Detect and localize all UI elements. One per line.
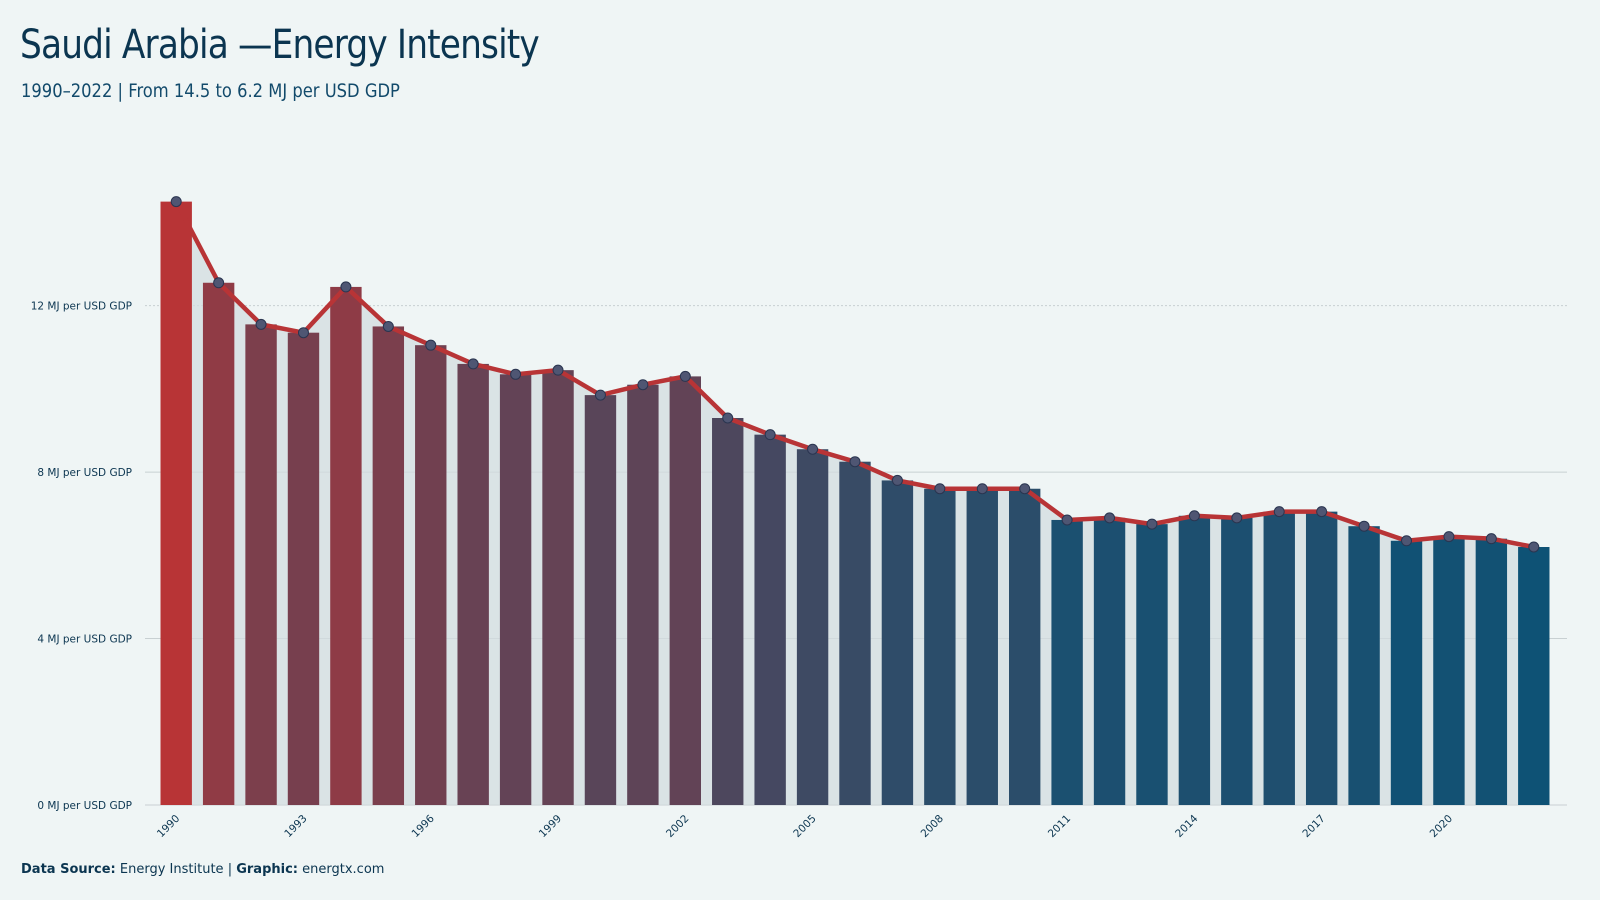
data-point <box>1273 506 1285 518</box>
x-tick-label: 2008 <box>919 813 946 840</box>
bar <box>669 376 701 805</box>
bar <box>542 370 574 805</box>
y-tick-label: 4 MJ per USD GDP <box>37 634 132 646</box>
y-tick-label: 0 MJ per USD GDP <box>37 800 132 812</box>
data-point <box>637 379 649 391</box>
data-point <box>934 483 946 495</box>
bar <box>881 480 914 805</box>
data-point <box>1188 510 1200 522</box>
x-tick-label: 1999 <box>537 813 564 840</box>
data-point <box>764 429 776 441</box>
data-point <box>255 318 267 330</box>
bar <box>966 488 998 805</box>
bar <box>796 449 829 805</box>
y-tick-label: 8 MJ per USD GDP <box>37 467 132 479</box>
chart-title: Saudi Arabia —Energy Intensity <box>20 22 540 68</box>
data-point <box>1019 483 1031 495</box>
graphic-value: energtx.com <box>302 862 385 877</box>
bar <box>584 395 617 805</box>
footer-credits: Data Source: Energy Institute | Graphic:… <box>21 862 384 877</box>
x-tick-label: 2005 <box>791 813 818 840</box>
bar <box>1390 540 1423 805</box>
data-point <box>722 412 734 424</box>
x-tick-label: 1996 <box>409 812 437 840</box>
y-tick-label: 12 MJ per USD GDP <box>31 301 132 313</box>
data-point <box>1231 512 1243 524</box>
bar <box>330 286 362 806</box>
data-point <box>1104 512 1116 524</box>
data-point <box>552 364 564 376</box>
x-tick-label: 2020 <box>1428 813 1455 840</box>
x-tick-label: 2011 <box>1046 813 1073 840</box>
data-point <box>1146 518 1158 530</box>
bar <box>712 418 744 805</box>
data-point <box>807 443 819 455</box>
source-value: Energy Institute <box>119 862 224 877</box>
data-point <box>679 370 691 382</box>
data-point <box>1061 514 1073 526</box>
x-tick-label: 2002 <box>664 813 691 840</box>
bar <box>372 326 405 805</box>
bar <box>160 201 192 805</box>
x-tick-label: 1993 <box>282 813 309 840</box>
bar <box>754 434 786 805</box>
chart-subtitle: 1990–2022 | From 14.5 to 6.2 MJ per USD … <box>21 80 400 102</box>
data-point <box>170 196 182 208</box>
bar <box>245 324 277 805</box>
bar <box>1221 517 1253 805</box>
graphic-label: Graphic: <box>236 862 298 877</box>
bar <box>1305 511 1338 805</box>
bar <box>924 488 956 805</box>
bar <box>202 282 235 805</box>
data-point <box>594 389 606 401</box>
data-point <box>213 277 225 289</box>
bar <box>627 384 659 805</box>
data-point <box>1316 506 1328 518</box>
bar <box>1178 515 1211 805</box>
bar <box>1009 488 1041 805</box>
bar <box>499 374 532 805</box>
data-point <box>1485 533 1497 545</box>
bar <box>1093 517 1126 805</box>
x-tick-label: 1990 <box>155 813 182 840</box>
bar <box>287 332 320 805</box>
x-tick-label: 2014 <box>1173 812 1201 840</box>
data-point <box>1528 541 1540 553</box>
data-point <box>1443 531 1455 543</box>
data-point <box>425 339 437 351</box>
footer-separator: | <box>227 862 233 877</box>
bar <box>1475 538 1508 805</box>
bar <box>1348 526 1380 805</box>
source-label: Data Source: <box>21 862 116 877</box>
data-point <box>340 281 352 293</box>
bar <box>1518 547 1550 805</box>
data-point <box>510 368 522 380</box>
data-point <box>382 320 394 332</box>
data-point <box>467 358 479 370</box>
bar <box>415 345 447 805</box>
bar <box>839 461 871 805</box>
bar <box>457 363 489 805</box>
data-point <box>297 327 309 339</box>
data-point <box>976 483 988 495</box>
data-point <box>1358 520 1370 532</box>
bar <box>1433 536 1465 805</box>
bar <box>1051 519 1083 805</box>
data-point <box>1401 535 1413 547</box>
x-tick-label: 2017 <box>1300 813 1327 840</box>
bar <box>1263 511 1295 805</box>
data-point <box>849 456 861 468</box>
bar <box>1136 524 1168 805</box>
data-point <box>891 474 903 486</box>
